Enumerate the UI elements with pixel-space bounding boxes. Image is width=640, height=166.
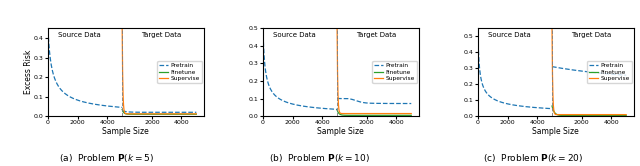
Text: Source Data: Source Data — [273, 32, 316, 38]
Text: Target Data: Target Data — [571, 32, 611, 38]
X-axis label: Sample Size: Sample Size — [102, 127, 149, 136]
Text: (b)  Problem $\mathbf{P}(k=10)$: (b) Problem $\mathbf{P}(k=10)$ — [269, 152, 371, 164]
Text: Target Data: Target Data — [141, 32, 182, 38]
Text: (c)  Problem $\mathbf{P}(k=20)$: (c) Problem $\mathbf{P}(k=20)$ — [483, 152, 584, 164]
Text: (a)  Problem $\mathbf{P}(k=5)$: (a) Problem $\mathbf{P}(k=5)$ — [59, 152, 154, 164]
X-axis label: Sample Size: Sample Size — [317, 127, 364, 136]
Text: Source Data: Source Data — [488, 32, 531, 38]
Legend: Pretrain, Finetune, Supervise: Pretrain, Finetune, Supervise — [372, 61, 417, 83]
Y-axis label: Excess Risk: Excess Risk — [24, 50, 33, 94]
Legend: Pretrain, Finetune, Supervise: Pretrain, Finetune, Supervise — [588, 61, 632, 83]
X-axis label: Sample Size: Sample Size — [532, 127, 579, 136]
Text: Source Data: Source Data — [58, 32, 100, 38]
Legend: Pretrain, Finetune, Supervise: Pretrain, Finetune, Supervise — [157, 61, 202, 83]
Text: Target Data: Target Data — [356, 32, 396, 38]
